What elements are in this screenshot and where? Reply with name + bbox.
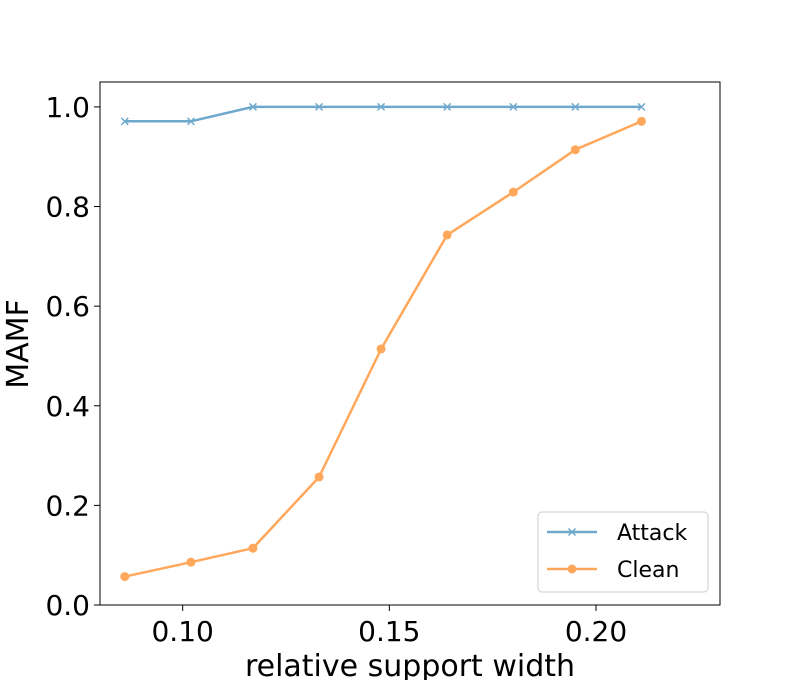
legend-label-attack: Attack xyxy=(617,521,687,546)
data-point-clean xyxy=(120,572,130,582)
y-tick-label: 0.6 xyxy=(45,290,90,323)
legend-items: Attack Clean xyxy=(547,521,687,583)
x-tick-label: 0.15 xyxy=(358,615,420,648)
data-point-clean xyxy=(636,116,646,126)
data-point-clean xyxy=(442,230,452,240)
x-axis-label: relative support width xyxy=(245,649,575,680)
data-point-attack xyxy=(571,102,580,111)
x-tick-label: 0.10 xyxy=(151,615,213,648)
y-tick-label: 0.4 xyxy=(45,390,90,423)
y-tick-label: 0.0 xyxy=(45,589,90,622)
series-clean xyxy=(120,116,646,582)
data-point-attack xyxy=(120,117,129,126)
y-tick-label: 1.0 xyxy=(45,91,90,124)
legend: Attack Clean xyxy=(537,511,709,593)
data-point-clean xyxy=(186,557,196,567)
data-point-attack xyxy=(637,102,646,111)
plot-area xyxy=(120,102,646,582)
axis-ticks: 0.10 0.15 0.20 0.0 0.2 0.4 0.6 0.8 1.0 xyxy=(45,91,627,648)
axes-frame xyxy=(99,81,721,606)
data-point-clean xyxy=(376,344,386,354)
legend-item-attack: Attack xyxy=(547,521,687,546)
data-point-attack xyxy=(248,102,257,111)
data-point-clean xyxy=(248,543,258,553)
data-point-attack xyxy=(315,102,324,111)
data-point-attack xyxy=(443,102,452,111)
y-tick-label: 0.8 xyxy=(45,191,90,224)
data-point-attack xyxy=(377,102,386,111)
data-point-clean xyxy=(314,472,324,482)
data-point-clean xyxy=(570,145,580,155)
data-point-clean xyxy=(508,187,518,197)
data-point-attack xyxy=(509,102,518,111)
legend-item-clean: Clean xyxy=(547,558,679,583)
legend-label-clean: Clean xyxy=(617,558,679,583)
x-tick-label: 0.20 xyxy=(565,615,627,648)
series-attack xyxy=(120,102,646,126)
y-axis-label: MAMF xyxy=(1,299,36,389)
y-tick-label: 0.2 xyxy=(45,489,90,522)
data-point-attack xyxy=(186,117,195,126)
